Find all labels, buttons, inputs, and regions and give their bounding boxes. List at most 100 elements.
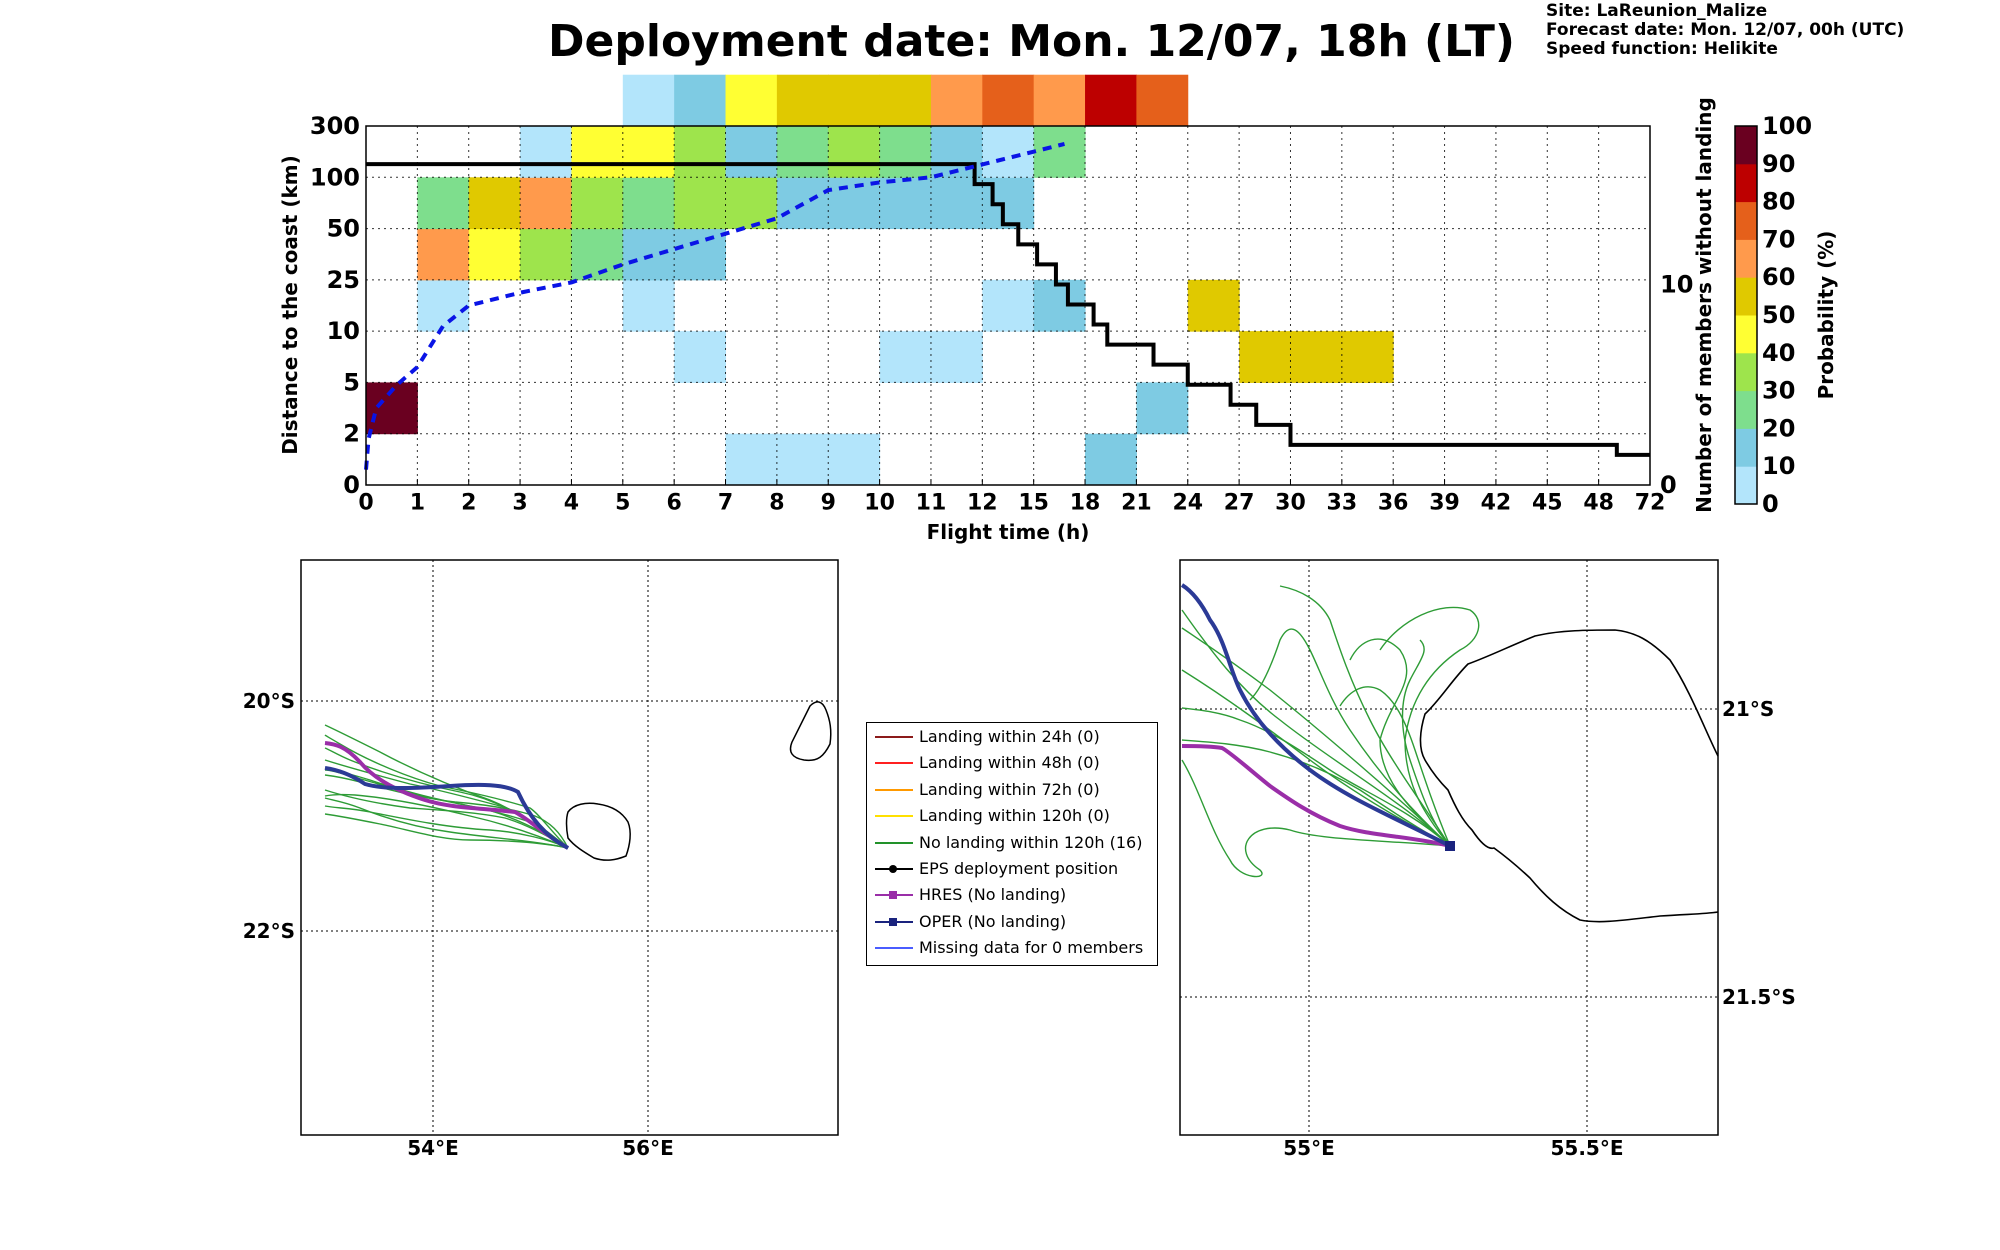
x-tick-label: 3 bbox=[512, 491, 527, 516]
x-tick-label: 7 bbox=[718, 491, 733, 516]
y-tick-label: 2 bbox=[343, 420, 360, 448]
heatmap-cell bbox=[417, 228, 470, 281]
legend-line-sample bbox=[875, 762, 913, 765]
y2-tick-label: 10 bbox=[1660, 270, 1693, 298]
colorbar-frame bbox=[1734, 125, 1758, 505]
heatmap-cell bbox=[468, 177, 521, 230]
heatmap-cell bbox=[828, 126, 881, 178]
colorbar-tick-label: 0 bbox=[1762, 490, 1779, 518]
x-tick-label: 5 bbox=[615, 491, 630, 516]
colorbar-tick-label: 30 bbox=[1762, 377, 1795, 405]
legend-entry: Landing within 48h (0) bbox=[867, 755, 1157, 781]
heatmap-cell bbox=[571, 177, 624, 230]
oper-trajectory bbox=[324, 766, 569, 850]
x-tick-label: 4 bbox=[564, 491, 579, 516]
heatmap-cell bbox=[982, 74, 1035, 127]
trajectory-legend: Landing within 24h (0) Landing within 48h… bbox=[866, 722, 1158, 966]
colorbar-segment bbox=[1735, 352, 1757, 392]
x-tick-label: 18 bbox=[1070, 491, 1101, 516]
colorbar-segment bbox=[1735, 126, 1757, 165]
x-tick-label: 36 bbox=[1378, 491, 1409, 516]
ensemble-trajectory bbox=[1249, 628, 1451, 847]
ensemble-trajectory bbox=[1181, 739, 1451, 847]
heatmap-cell bbox=[776, 433, 829, 486]
lat-tick-label: 22°S bbox=[243, 919, 295, 943]
x-axis-label: Flight time (h) bbox=[927, 520, 1090, 544]
legend-line-sample bbox=[875, 891, 913, 900]
x-tick-label: 30 bbox=[1275, 491, 1306, 516]
ensemble-trajectory bbox=[1181, 609, 1451, 847]
legend-entry: HRES (No landing) bbox=[867, 887, 1157, 913]
colorbar-tick-label: 90 bbox=[1762, 150, 1795, 178]
x-tick-label: 24 bbox=[1172, 491, 1203, 516]
heatmap-cell bbox=[1085, 74, 1137, 127]
lon-tick-label: 56°E bbox=[622, 1136, 674, 1160]
legend-label: EPS deployment position bbox=[919, 858, 1119, 878]
ensemble-trajectory bbox=[1181, 707, 1451, 847]
y-axis-label: Distance to the coast (km) bbox=[278, 155, 302, 455]
ensemble-trajectory bbox=[1401, 639, 1451, 847]
y-tick-label: 50 bbox=[327, 215, 360, 243]
ensemble-trajectory bbox=[324, 797, 569, 849]
legend-marker-icon bbox=[889, 917, 897, 926]
heatmap-cell bbox=[622, 177, 675, 230]
legend-entry: No landing within 120h (16) bbox=[867, 834, 1157, 861]
x-tick-label: 42 bbox=[1481, 491, 1512, 516]
heatmap-cell bbox=[674, 74, 727, 127]
colorbar-segment bbox=[1735, 390, 1757, 429]
heatmap-cell bbox=[725, 74, 778, 127]
site-info: Site: LaReunion_Malize Forecast date: Mo… bbox=[1546, 2, 1904, 59]
heatmap-cell bbox=[1085, 433, 1137, 486]
site-label: Site: LaReunion_Malize bbox=[1546, 1, 1768, 21]
ensemble-trajectory bbox=[324, 774, 569, 849]
x-tick-label: 8 bbox=[769, 491, 784, 516]
heatmap-cell bbox=[776, 74, 829, 127]
heatmap-cell bbox=[417, 177, 470, 230]
y2-tick-label: 0 bbox=[1660, 471, 1677, 499]
lon-tick-label: 54°E bbox=[407, 1136, 459, 1160]
heatmap-cell bbox=[982, 126, 1035, 178]
x-tick-label: 10 bbox=[864, 491, 895, 516]
legend-label: HRES (No landing) bbox=[919, 885, 1067, 905]
colorbar-label: Probability (%) bbox=[1814, 231, 1838, 400]
x-tick-label: 21 bbox=[1121, 491, 1152, 516]
lon-tick-label: 55°E bbox=[1283, 1136, 1335, 1160]
heatmap-cell bbox=[1136, 382, 1189, 435]
heatmap-cell bbox=[879, 126, 932, 178]
legend-marker-icon bbox=[889, 864, 897, 873]
heatmap-cell bbox=[1136, 74, 1189, 127]
colorbar-tick-label: 60 bbox=[1762, 263, 1795, 291]
y-tick-label: 10 bbox=[327, 317, 360, 345]
ensemble-trajectory bbox=[1181, 627, 1451, 847]
x-tick-label: 12 bbox=[967, 491, 998, 516]
heatmap-cell bbox=[622, 74, 675, 127]
legend-entry: OPER (No landing) bbox=[867, 913, 1157, 940]
legend-entry: Missing data for 0 members bbox=[867, 940, 1157, 966]
x-tick-label: 0 bbox=[358, 491, 373, 516]
page-title: Deployment date: Mon. 12/07, 18h (LT) bbox=[548, 16, 1515, 67]
legend-line-sample bbox=[875, 864, 913, 873]
x-tick-label: 9 bbox=[821, 491, 836, 516]
x-tick-label: 33 bbox=[1327, 491, 1358, 516]
mauritius-island-outline bbox=[789, 701, 832, 762]
map-zoom: 55°E 55.5°E 21°S 21.5°S bbox=[1179, 559, 1796, 1160]
heatmap-cell bbox=[674, 177, 727, 230]
lat-tick-label: 20°S bbox=[243, 689, 295, 713]
forecast-label: Forecast date: Mon. 12/07, 00h (UTC) bbox=[1546, 20, 1905, 40]
heatmap-cell bbox=[571, 228, 624, 281]
legend-line-sample bbox=[875, 947, 913, 950]
map-regional: 54°E 56°E 20°S 22°S bbox=[243, 559, 839, 1160]
y-tick-label: 0 bbox=[343, 471, 360, 499]
heatmap-cell bbox=[982, 279, 1035, 332]
y-tick-label: 25 bbox=[327, 266, 360, 294]
heatmap-cell bbox=[622, 126, 675, 178]
x-tick-label: 39 bbox=[1429, 491, 1460, 516]
colorbar-tick-label: 40 bbox=[1762, 339, 1795, 367]
hres-trajectory bbox=[1181, 744, 1451, 848]
reunion-island-outline bbox=[565, 802, 631, 861]
colorbar-tick-label: 50 bbox=[1762, 301, 1795, 329]
x-tick-label: 27 bbox=[1224, 491, 1255, 516]
legend-entry: Landing within 24h (0) bbox=[867, 729, 1157, 755]
legend-entry: Landing within 120h (0) bbox=[867, 808, 1157, 834]
